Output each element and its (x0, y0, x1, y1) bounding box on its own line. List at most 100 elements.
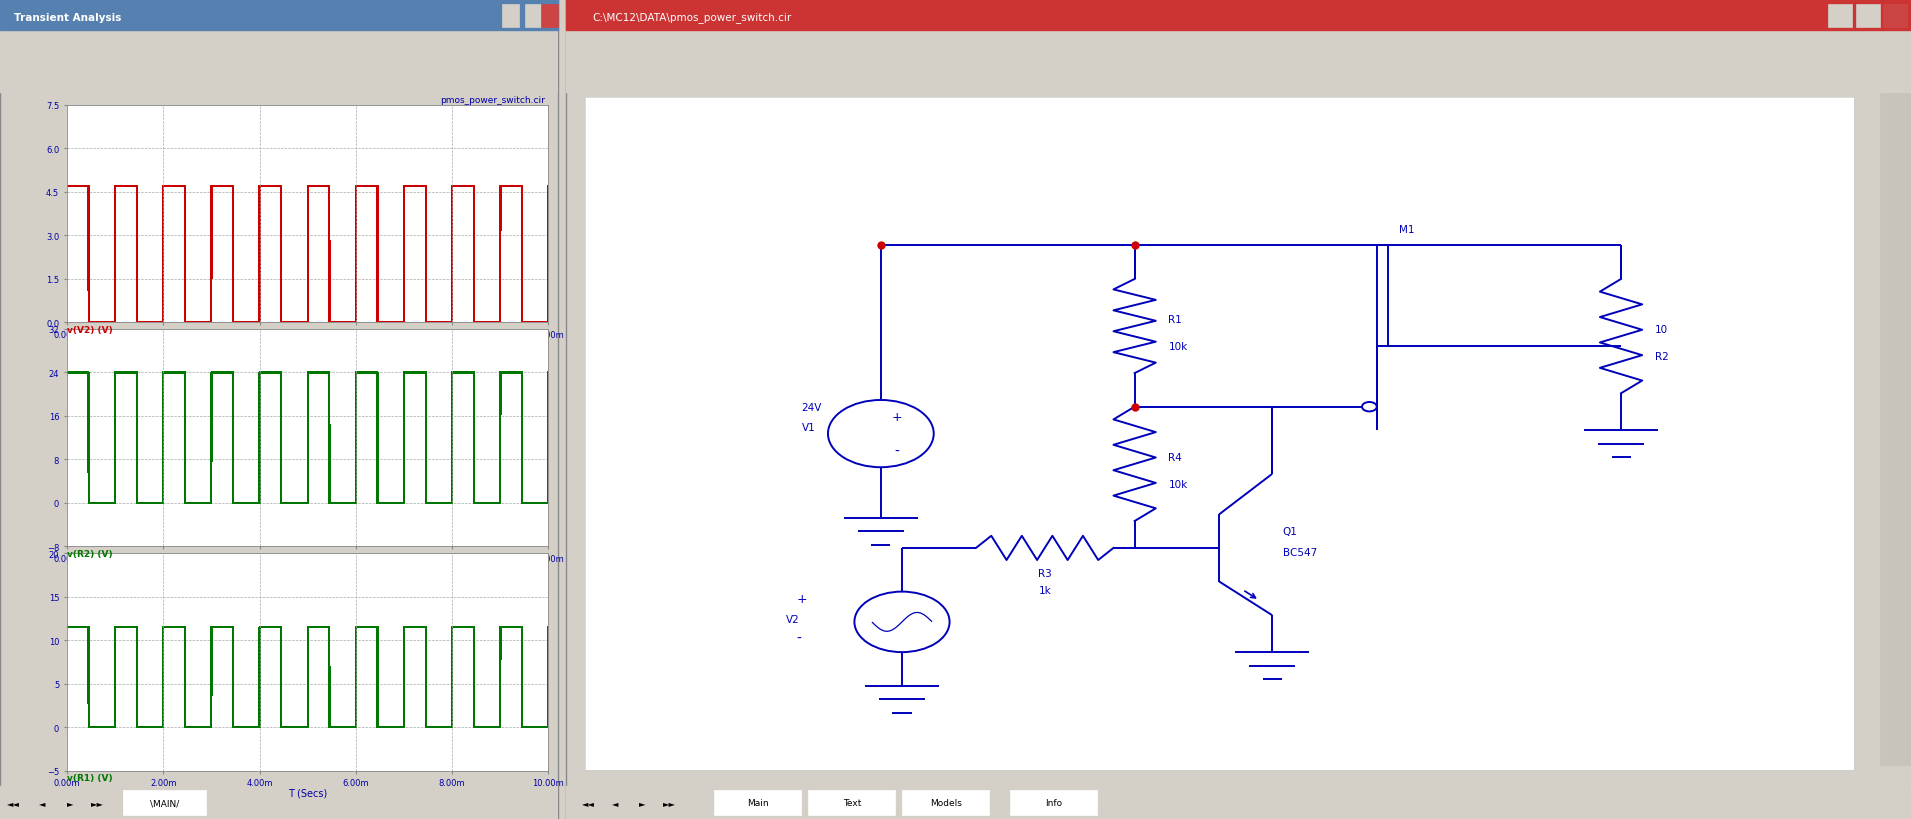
Text: Text: Text (843, 799, 862, 807)
Bar (722, 34, 755, 61)
Text: C:\MC12\DATA\pmos_power_switch.cir: C:\MC12\DATA\pmos_power_switch.cir (592, 12, 791, 24)
Bar (1137, 34, 1168, 61)
Text: 10k: 10k (1168, 479, 1189, 490)
Text: v(R2) (V): v(R2) (V) (67, 550, 113, 559)
Bar (1590, 66, 1621, 92)
Text: 10k: 10k (1168, 342, 1189, 351)
Bar (1439, 34, 1470, 61)
Bar (1326, 34, 1357, 61)
Bar (902, 790, 990, 815)
Bar (1401, 34, 1431, 61)
Bar (1626, 34, 1659, 61)
Text: Main: Main (747, 799, 768, 807)
Bar (1250, 34, 1282, 61)
Bar (220, 34, 245, 61)
Bar (799, 34, 829, 61)
Text: Models: Models (931, 799, 963, 807)
Bar (128, 66, 153, 92)
Bar (250, 34, 277, 61)
Text: ►►: ►► (92, 799, 105, 807)
Bar (1514, 34, 1546, 61)
Bar (1288, 34, 1319, 61)
Bar (436, 66, 461, 92)
Bar (1213, 34, 1244, 61)
Bar (1815, 34, 1846, 61)
Bar (1854, 66, 1884, 92)
Text: R4: R4 (1168, 453, 1183, 463)
Bar (527, 34, 552, 61)
Text: M1: M1 (1399, 224, 1414, 234)
Text: v(V2) (V): v(V2) (V) (67, 325, 113, 334)
Text: V2: V2 (785, 614, 799, 624)
Bar (1477, 66, 1508, 92)
Text: Transient Analysis: Transient Analysis (13, 13, 120, 23)
Bar (837, 66, 868, 92)
Bar (0, 62, 558, 93)
Bar (313, 66, 338, 92)
Bar (0, 0, 558, 31)
Bar (1363, 34, 1395, 61)
Text: ◄◄: ◄◄ (583, 799, 594, 807)
Bar (648, 34, 678, 61)
Bar (1854, 34, 1884, 61)
Bar (344, 66, 369, 92)
Text: 24V: 24V (801, 403, 822, 413)
Bar (1827, 5, 1852, 28)
Text: pmos_power_switch.cir: pmos_power_switch.cir (440, 96, 545, 105)
Bar (1880, 94, 1911, 786)
Bar (67, 66, 92, 92)
Bar (566, 31, 1911, 62)
Bar (6, 34, 31, 61)
Bar (986, 34, 1019, 61)
Text: V1: V1 (801, 423, 816, 432)
Bar (128, 34, 153, 61)
Bar (1552, 66, 1582, 92)
Bar (686, 34, 717, 61)
Bar (1590, 34, 1621, 61)
Bar (1703, 66, 1733, 92)
Text: R3: R3 (1038, 568, 1051, 578)
Bar (1250, 66, 1282, 92)
Bar (1175, 34, 1206, 61)
Bar (1703, 34, 1733, 61)
Bar (950, 66, 980, 92)
Text: Info: Info (1045, 799, 1063, 807)
Bar (1137, 66, 1168, 92)
Text: v(R1) (V): v(R1) (V) (67, 773, 113, 782)
Text: \MAIN/: \MAIN/ (149, 799, 180, 807)
Bar (36, 66, 61, 92)
Bar (1477, 34, 1508, 61)
Bar (722, 66, 755, 92)
Text: +: + (797, 592, 806, 605)
Bar (1777, 34, 1808, 61)
Text: ◄◄: ◄◄ (8, 799, 21, 807)
Bar (281, 34, 308, 61)
Bar (436, 34, 461, 61)
Bar (1401, 66, 1431, 92)
Bar (1009, 790, 1097, 815)
Bar (497, 66, 522, 92)
Bar (873, 66, 904, 92)
Bar (1099, 66, 1131, 92)
Bar (1741, 34, 1771, 61)
Text: +: + (891, 411, 902, 423)
Bar (281, 66, 308, 92)
Bar (527, 66, 552, 92)
Bar (1024, 66, 1055, 92)
Text: ►►: ►► (663, 799, 676, 807)
Bar (189, 34, 214, 61)
Bar (566, 62, 1911, 93)
Bar (36, 34, 61, 61)
Bar (1213, 66, 1244, 92)
Bar (1882, 5, 1907, 28)
Bar (524, 5, 541, 28)
Bar (1856, 5, 1880, 28)
Bar (610, 66, 640, 92)
Bar (808, 790, 894, 815)
Text: ◄: ◄ (612, 799, 619, 807)
Bar (1099, 34, 1131, 61)
Bar (250, 66, 277, 92)
Bar (912, 34, 942, 61)
Bar (1626, 66, 1659, 92)
Bar (497, 34, 522, 61)
